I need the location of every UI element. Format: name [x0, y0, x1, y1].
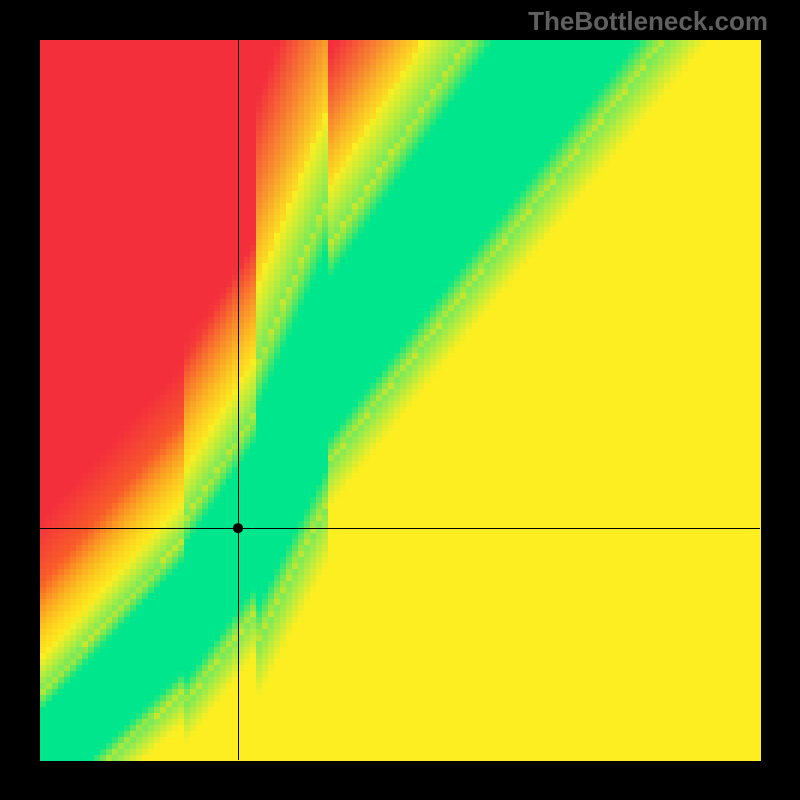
bottleneck-heatmap — [0, 0, 800, 800]
watermark-text: TheBottleneck.com — [528, 6, 768, 37]
chart-container: TheBottleneck.com — [0, 0, 800, 800]
